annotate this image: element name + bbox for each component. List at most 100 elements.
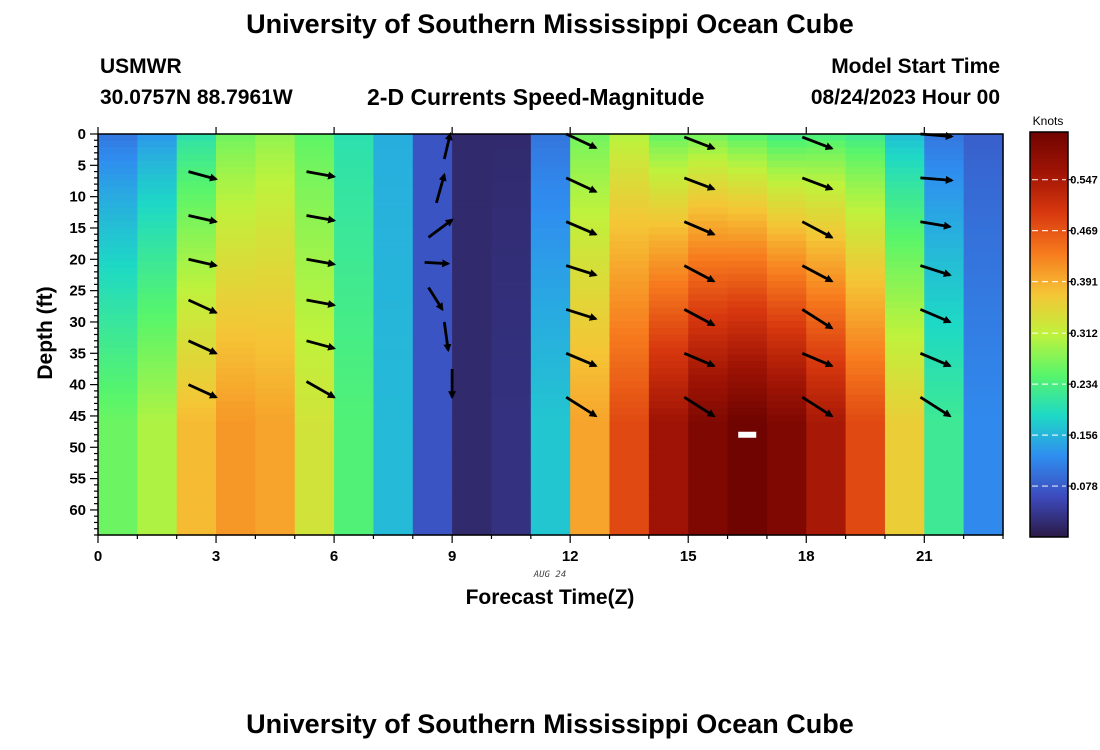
heatmap-cell [176,160,217,169]
heatmap-cell [924,174,965,182]
heatmap-cell [255,307,296,316]
heatmap-cell [530,134,571,142]
heatmap-cell [334,240,375,249]
heatmap-cell [412,294,453,302]
heatmap-cell [452,528,493,536]
heatmap-cell [255,454,296,463]
heatmap-cell [176,307,217,316]
heatmap-cell [884,267,925,275]
heatmap-cell [412,281,453,289]
heatmap-cell [294,287,335,295]
heatmap-cell [98,267,138,275]
heatmap-cell [294,274,335,282]
heatmap-cell [570,494,611,503]
heatmap-cell [491,294,532,302]
heatmap-cell [452,401,493,409]
heatmap-cell [806,347,847,356]
heatmap-cell [884,254,925,262]
heatmap-cell [609,428,650,436]
heatmap-cell [884,401,925,409]
heatmap-cell [255,281,296,289]
heatmap-cell [334,227,375,235]
heatmap-cell [648,200,689,209]
heatmap-cell [334,448,375,456]
heatmap-cell [688,174,729,182]
heatmap-cell [806,200,847,209]
heatmap-cell [727,334,768,342]
heatmap-cell [609,234,650,242]
heatmap-cell [530,374,571,382]
heatmap-cell [452,167,493,175]
heatmap-cell [648,321,689,329]
heatmap-cell [176,234,217,242]
heatmap-cell [648,314,689,322]
heatmap-cell [648,174,689,182]
heatmap-cell [294,367,335,376]
heatmap-cell [412,187,453,195]
heatmap-cell [609,468,650,476]
heatmap-cell [98,401,138,409]
heatmap-cell [924,160,965,169]
heatmap-cell [334,428,375,436]
heatmap-cell [806,401,847,409]
heatmap-cell [491,474,532,483]
heatmap-cell [216,147,256,155]
heatmap-cell [806,167,847,175]
heatmap-cell [98,367,138,376]
heatmap-cell [924,200,965,209]
heatmap-cell [648,434,689,443]
heatmap-cell [137,160,178,169]
heatmap-cell [806,521,847,529]
heatmap-cell [176,461,217,469]
y-tick-label: 15 [69,220,86,237]
heatmap-cell [412,254,453,262]
heatmap-cell [452,394,493,402]
heatmap-cell [884,207,925,215]
heatmap-cell [452,381,493,389]
heatmap-cell [137,521,178,529]
heatmap-cell [727,301,768,309]
heatmap-cell [648,220,689,229]
heatmap-cell [412,441,453,449]
heatmap-cell [452,414,493,422]
current-vector [920,175,954,184]
heatmap-cell [963,287,1004,295]
heatmap-cell [766,354,807,362]
heatmap-cell [963,341,1004,349]
heatmap-cell [648,180,689,189]
heatmap-cell [806,354,847,362]
heatmap-cell [412,461,453,469]
heatmap-cell [766,414,807,422]
heatmap-cell [766,200,807,209]
heatmap-cell [924,147,965,155]
heatmap-cell [137,200,178,209]
heatmap-cell [727,140,768,148]
heatmap-cell [452,327,493,336]
heatmap-cell [688,301,729,309]
heatmap-cell [609,334,650,342]
y-tick-label: 30 [69,314,86,331]
heatmap-cell [491,374,532,382]
heatmap-cell [373,401,414,409]
current-vector [683,396,716,418]
heatmap-cell [806,194,847,202]
heatmap-cell [806,174,847,182]
heatmap-cell [924,180,965,189]
heatmap-cell [216,327,256,336]
heatmap-cell [334,207,375,215]
heatmap-cell [412,394,453,402]
heatmap-cell [373,361,414,369]
heatmap-cell [570,367,611,376]
heatmap-cell [334,301,375,309]
heatmap-cell [216,260,256,269]
heatmap-cell [963,387,1004,396]
heatmap-cell [98,294,138,302]
heatmap-cell [530,160,571,169]
heatmap-cell [766,381,807,389]
heatmap-cell [255,321,296,329]
heatmap-cell [924,401,965,409]
heatmap-cell [845,274,886,282]
heatmap-cell [648,167,689,175]
heatmap-cell [609,220,650,229]
heatmap-cell [570,347,611,356]
